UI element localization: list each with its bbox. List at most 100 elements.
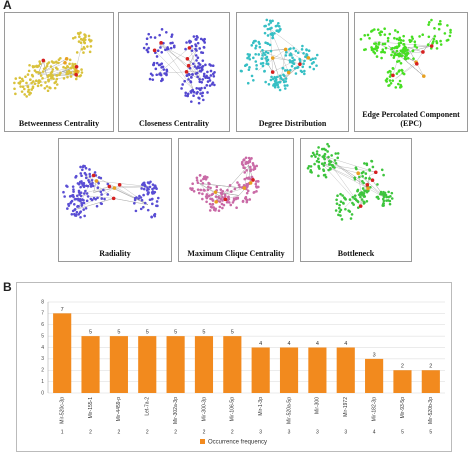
node xyxy=(145,37,149,41)
node xyxy=(79,37,83,41)
node xyxy=(155,55,159,58)
node xyxy=(156,196,160,200)
node xyxy=(147,46,150,50)
node xyxy=(264,57,268,60)
node xyxy=(82,201,86,205)
node xyxy=(31,74,35,78)
node xyxy=(391,46,394,50)
node xyxy=(195,38,198,41)
node xyxy=(344,198,347,201)
node xyxy=(284,77,288,80)
node xyxy=(317,146,320,149)
node xyxy=(79,185,82,189)
node xyxy=(18,76,22,80)
node xyxy=(164,48,167,52)
node xyxy=(202,74,206,78)
node xyxy=(208,84,212,87)
node xyxy=(265,62,269,65)
node xyxy=(267,83,271,86)
node xyxy=(306,166,310,170)
node xyxy=(315,64,318,67)
node xyxy=(271,36,275,40)
node xyxy=(196,90,199,94)
node xyxy=(294,72,298,75)
node xyxy=(75,51,79,54)
node xyxy=(106,193,110,196)
node xyxy=(74,214,78,217)
node xyxy=(307,49,311,53)
hub-node xyxy=(186,63,191,68)
node xyxy=(266,51,270,55)
node xyxy=(269,78,273,82)
node xyxy=(311,151,315,155)
node xyxy=(223,193,227,197)
node xyxy=(90,178,94,182)
node xyxy=(312,153,316,157)
node xyxy=(196,56,200,60)
node xyxy=(277,85,280,89)
node xyxy=(57,58,61,62)
node xyxy=(302,51,305,55)
hub-node xyxy=(107,184,112,189)
node xyxy=(231,201,235,204)
node xyxy=(181,83,184,86)
node xyxy=(392,54,396,58)
rank-label: 2 xyxy=(118,429,121,435)
node xyxy=(356,188,360,192)
node xyxy=(260,57,263,60)
node xyxy=(156,49,160,53)
node xyxy=(322,173,326,177)
x-tick-label: Let-7a-2 xyxy=(145,397,151,416)
node xyxy=(240,160,244,164)
node xyxy=(80,204,84,207)
node xyxy=(386,36,390,40)
node xyxy=(362,181,365,185)
hub-node xyxy=(64,57,69,61)
node xyxy=(72,188,75,191)
node xyxy=(75,194,79,198)
node xyxy=(245,200,249,204)
node xyxy=(201,192,204,196)
node xyxy=(253,39,256,43)
node xyxy=(300,70,304,74)
node xyxy=(383,191,387,195)
rank-label: 3 xyxy=(344,429,347,435)
node xyxy=(195,67,199,70)
node xyxy=(185,41,188,44)
node xyxy=(244,156,248,160)
node xyxy=(207,194,210,198)
node xyxy=(252,78,255,82)
node xyxy=(427,23,430,26)
hub-node xyxy=(366,186,370,191)
node xyxy=(337,213,340,217)
node xyxy=(140,198,144,202)
node xyxy=(187,78,190,81)
bar xyxy=(365,358,384,393)
node xyxy=(311,57,315,61)
node xyxy=(62,190,65,194)
node xyxy=(97,182,100,185)
node xyxy=(334,209,338,212)
node xyxy=(165,30,168,34)
node xyxy=(134,209,138,213)
node xyxy=(248,57,252,61)
node xyxy=(395,45,399,49)
node xyxy=(83,164,86,168)
node xyxy=(243,177,247,181)
node xyxy=(247,159,251,163)
node xyxy=(201,94,204,98)
hub-node xyxy=(91,173,96,178)
value-label: 5 xyxy=(89,330,92,336)
node xyxy=(199,37,203,41)
y-tick-label: 8 xyxy=(41,299,44,305)
node xyxy=(165,73,168,77)
node xyxy=(142,205,145,209)
node xyxy=(448,34,452,38)
panel-caption: Bottleneck xyxy=(337,249,375,258)
rank-label: 5 xyxy=(429,429,432,435)
node xyxy=(376,28,380,31)
node xyxy=(301,65,305,69)
node xyxy=(195,59,198,62)
node xyxy=(38,71,42,75)
node xyxy=(100,193,103,196)
